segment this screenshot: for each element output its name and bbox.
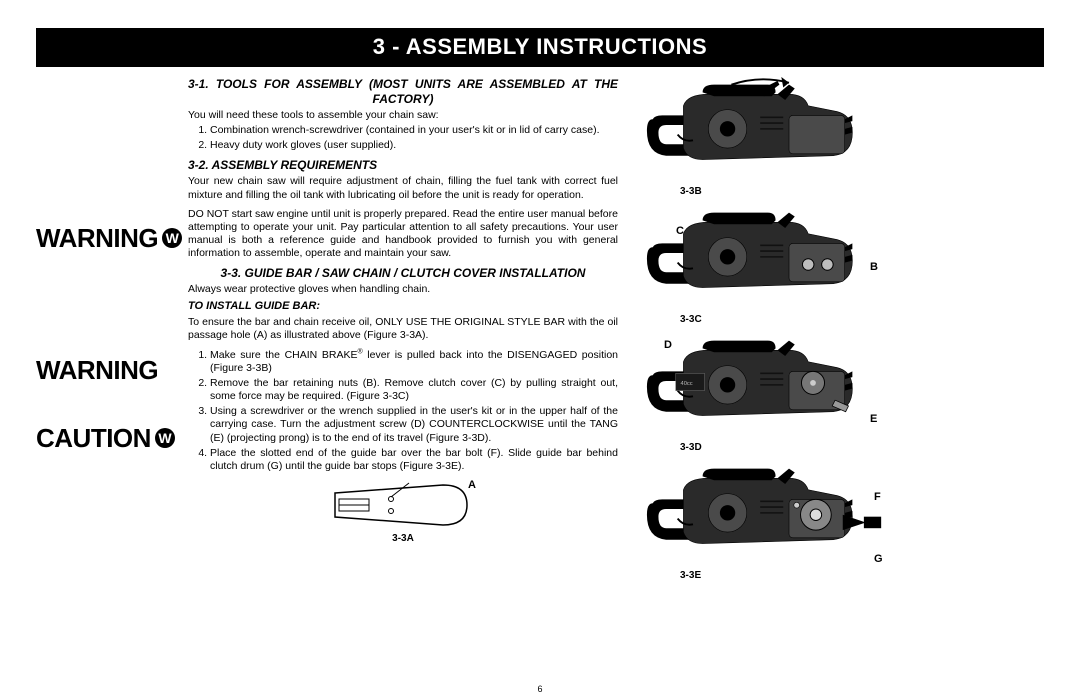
svg-text:40cc: 40cc bbox=[681, 381, 693, 387]
caution-text: CAUTION bbox=[36, 425, 151, 451]
figure-caption: 3-3C bbox=[680, 314, 920, 325]
caution: CAUTION W bbox=[36, 425, 175, 451]
guide-bar-icon bbox=[333, 481, 473, 529]
column-middle: 3-1. TOOLS FOR ASSEMBLY (MOST UNITS ARE … bbox=[188, 77, 618, 684]
s32-body: Your new chain saw will require adjustme… bbox=[188, 175, 618, 201]
list-item: Using a screwdriver or the wrench suppli… bbox=[210, 405, 618, 444]
caution-body: To ensure the bar and chain receive oil,… bbox=[188, 316, 618, 342]
install-heading: TO INSTALL GUIDE BAR: bbox=[188, 300, 618, 314]
figure-caption: 3-3D bbox=[680, 442, 920, 453]
callout-D: D bbox=[664, 339, 672, 351]
column-left: WARNING W WARNING CAUTION W bbox=[36, 77, 166, 684]
heading-3-2: 3-2. ASSEMBLY REQUIREMENTS bbox=[188, 158, 618, 173]
figure-caption: 3-3B bbox=[680, 186, 920, 197]
step-text: Using a screwdriver or the wrench suppli… bbox=[210, 405, 618, 443]
list-item: Heavy duty work gloves (user supplied). bbox=[210, 139, 618, 152]
callout-B: B bbox=[870, 261, 878, 273]
chainsaw-illustration bbox=[640, 205, 890, 301]
install-steps: Make sure the CHAIN BRAKE® lever is pull… bbox=[188, 348, 618, 473]
figure-3-3A-label: 3-3A bbox=[188, 533, 618, 546]
s31-lead: You will need these tools to assemble yo… bbox=[188, 109, 618, 122]
chainsaw-illustration bbox=[640, 461, 890, 557]
s31-list: Combination wrench-screwdriver (containe… bbox=[188, 124, 618, 152]
figure-3-3E: FG bbox=[640, 461, 890, 562]
callout-F: F bbox=[874, 491, 881, 503]
list-item: Place the slotted end of the guide bar o… bbox=[210, 447, 618, 473]
step-text: Make sure the CHAIN BRAKE® lever is pull… bbox=[210, 349, 618, 374]
step-text: Place the slotted end of the guide bar o… bbox=[210, 447, 618, 472]
callout-G: G bbox=[874, 553, 883, 565]
w-icon: W bbox=[162, 228, 182, 248]
callout-E: E bbox=[870, 413, 877, 425]
heading-3-3: 3-3. GUIDE BAR / SAW CHAIN / CLUTCH COVE… bbox=[188, 266, 618, 281]
section-banner: 3 - ASSEMBLY INSTRUCTIONS bbox=[36, 28, 1044, 67]
page-number: 6 bbox=[36, 684, 1044, 694]
list-item: Make sure the CHAIN BRAKE® lever is pull… bbox=[210, 348, 618, 375]
columns: WARNING W WARNING CAUTION W 3-1. TOOLS F… bbox=[36, 77, 1044, 684]
list-item: Combination wrench-screwdriver (containe… bbox=[210, 124, 618, 137]
w-icon: W bbox=[155, 428, 175, 448]
callout-C: C bbox=[676, 225, 684, 237]
warning-1-text: WARNING bbox=[36, 225, 158, 251]
figure-3-3C: CB bbox=[640, 205, 890, 306]
figure-3-3B bbox=[640, 77, 890, 178]
step-text: Remove the bar retaining nuts (B). Remov… bbox=[210, 377, 618, 402]
heading-3-1: 3-1. TOOLS FOR ASSEMBLY (MOST UNITS ARE … bbox=[188, 77, 618, 107]
warning-2-text: WARNING bbox=[36, 357, 158, 383]
chainsaw-illustration bbox=[640, 77, 890, 173]
warning-body: DO NOT start saw engine until unit is pr… bbox=[188, 208, 618, 261]
figure-3-3D: 40cc D E bbox=[640, 333, 890, 434]
warning-2: WARNING bbox=[36, 357, 158, 383]
figure-3-3A: A 3-3A bbox=[188, 481, 618, 546]
page: 3 - ASSEMBLY INSTRUCTIONS WARNING W WARN… bbox=[0, 0, 1080, 698]
callout-A: A bbox=[468, 479, 476, 493]
list-item: Remove the bar retaining nuts (B). Remov… bbox=[210, 377, 618, 403]
column-right: 3-3B CB3-3C bbox=[640, 77, 920, 684]
chainsaw-illustration: 40cc bbox=[640, 333, 890, 429]
figure-caption: 3-3E bbox=[680, 570, 920, 581]
s33-lead: Always wear protective gloves when handl… bbox=[188, 283, 618, 296]
warning-1: WARNING W bbox=[36, 225, 182, 251]
